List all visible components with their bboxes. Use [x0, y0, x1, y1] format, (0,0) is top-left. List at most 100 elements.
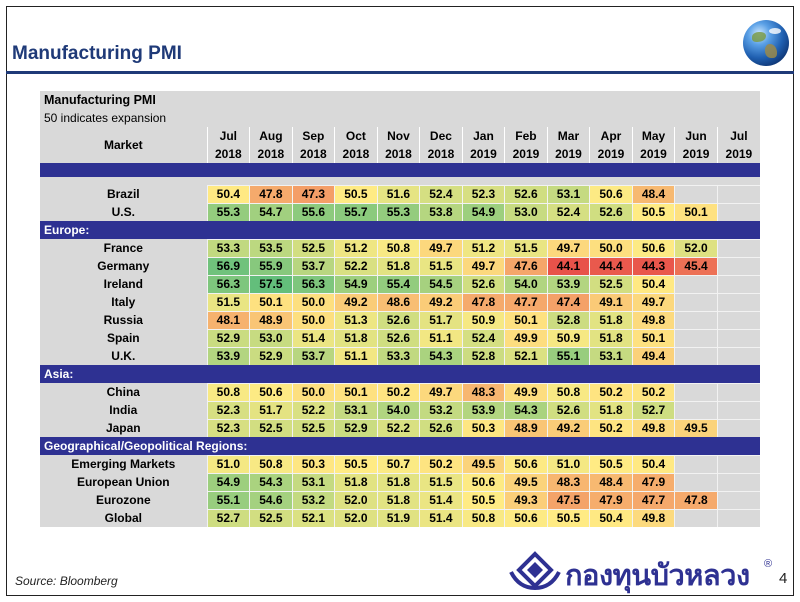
pmi-cell: 50.1 — [334, 382, 378, 401]
pmi-cell: 50.5 — [461, 490, 505, 509]
pmi-cell: 51.5 — [504, 238, 548, 257]
pmi-cell: 50.4 — [631, 454, 675, 473]
table-row: Eurozone 55.1 54.6 53.2 52.0 51.8 51.4 50.5 49.3… — [40, 490, 760, 509]
pmi-cell: 51.8 — [589, 400, 633, 419]
pmi-heatmap-table: Manufacturing PMI 50 indicates expansion M… — [40, 91, 760, 527]
pmi-table-container: Manufacturing PMI 50 indicates expansion M… — [40, 91, 760, 527]
pmi-cell-empty — [716, 238, 760, 257]
pmi-cell: 49.7 — [419, 382, 463, 401]
lotus-logo-icon — [509, 551, 561, 590]
pmi-cell: 50.8 — [376, 238, 420, 257]
pmi-cell: 51.5 — [419, 256, 463, 275]
pmi-cell: 52.4 — [419, 184, 463, 203]
year-header: 2018 — [291, 145, 335, 163]
pmi-cell: 51.8 — [334, 472, 378, 491]
month-header: Jul — [206, 127, 250, 145]
month-header: Jul — [716, 127, 760, 145]
pmi-cell: 52.6 — [589, 202, 633, 221]
pmi-cell: 54.7 — [249, 202, 293, 221]
pmi-cell: 55.4 — [376, 274, 420, 293]
table-subtitle: 50 indicates expansion — [40, 109, 760, 127]
market-label: U.K. — [40, 347, 208, 365]
pmi-cell: 52.5 — [589, 274, 633, 293]
pmi-cell: 51.1 — [334, 346, 378, 365]
table-row: France 53.3 53.5 52.5 51.2 50.8 49.7 51.2 51.5 49… — [40, 238, 760, 257]
section-label: Geographical/Geopolitical Regions: — [40, 437, 760, 455]
pmi-cell: 51.7 — [249, 400, 293, 419]
section-header-row: Geographical/Geopolitical Regions: — [40, 437, 760, 455]
pmi-cell: 48.1 — [206, 310, 250, 329]
year-header: 2019 — [674, 145, 718, 163]
bualuang-logo: กองทุนบัวหลวง ® — [505, 550, 775, 592]
pmi-cell: 47.6 — [504, 256, 548, 275]
pmi-cell: 51.4 — [419, 490, 463, 509]
table-row: Germany 56.9 55.9 53.7 52.2 51.8 51.5 49.7 47.6 4… — [40, 256, 760, 275]
pmi-cell: 52.4 — [546, 202, 590, 221]
logo-registered-mark: ® — [764, 558, 773, 570]
pmi-cell: 52.0 — [674, 238, 718, 257]
pmi-cell: 50.1 — [631, 328, 675, 347]
pmi-cell: 52.8 — [461, 346, 505, 365]
pmi-cell: 52.2 — [291, 400, 335, 419]
pmi-cell-empty — [674, 328, 718, 347]
page-number: 4 — [779, 570, 788, 587]
table-row: European Union 54.9 54.3 53.1 51.8 51.8 51.5 50… — [40, 472, 760, 491]
pmi-cell: 54.0 — [376, 400, 420, 419]
pmi-cell: 54.3 — [249, 472, 293, 491]
pmi-cell: 50.8 — [546, 382, 590, 401]
pmi-cell: 50.4 — [206, 184, 250, 203]
pmi-cell: 52.9 — [334, 418, 378, 437]
pmi-cell: 52.2 — [376, 418, 420, 437]
pmi-cell: 51.8 — [376, 256, 420, 275]
pmi-cell: 55.1 — [546, 346, 590, 365]
pmi-cell: 52.7 — [631, 400, 675, 419]
pmi-cell: 51.2 — [334, 238, 378, 257]
month-header: Mar — [546, 127, 590, 145]
pmi-cell-empty — [674, 310, 718, 329]
pmi-cell: 47.3 — [291, 184, 335, 203]
pmi-cell: 49.7 — [461, 256, 505, 275]
table-row: Emerging Markets 51.0 50.8 50.3 50.5 50.7 50.2… — [40, 454, 760, 473]
pmi-cell: 52.6 — [461, 274, 505, 293]
pmi-cell: 49.2 — [546, 418, 590, 437]
pmi-cell: 52.6 — [376, 328, 420, 347]
pmi-cell-empty — [674, 382, 718, 401]
pmi-cell: 49.5 — [504, 472, 548, 491]
section-header-row: Asia: — [40, 365, 760, 383]
table-title: Manufacturing PMI — [40, 91, 760, 109]
pmi-cell: 56.9 — [206, 256, 250, 275]
pmi-cell: 49.9 — [504, 382, 548, 401]
market-label: Japan — [40, 419, 208, 437]
pmi-cell-empty — [716, 256, 760, 275]
pmi-cell: 52.5 — [291, 418, 335, 437]
pmi-cell: 52.3 — [206, 418, 250, 437]
pmi-cell: 49.7 — [546, 238, 590, 257]
pmi-cell: 52.4 — [461, 328, 505, 347]
month-header: Sep — [291, 127, 335, 145]
pmi-cell: 50.0 — [291, 310, 335, 329]
pmi-cell: 49.5 — [461, 454, 505, 473]
month-header: Nov — [376, 127, 420, 145]
table-row: China 50.8 50.6 50.0 50.1 50.2 49.7 48.3 49.9 50.… — [40, 382, 760, 401]
pmi-cell-empty — [716, 292, 760, 311]
pmi-cell: 54.9 — [206, 472, 250, 491]
pmi-cell: 47.7 — [504, 292, 548, 311]
pmi-cell: 49.9 — [504, 328, 548, 347]
pmi-cell-empty — [674, 346, 718, 365]
pmi-cell: 53.2 — [291, 490, 335, 509]
pmi-cell: 51.5 — [419, 472, 463, 491]
year-header: 2018 — [206, 145, 250, 163]
pmi-cell: 48.4 — [589, 472, 633, 491]
pmi-cell: 49.8 — [631, 418, 675, 437]
pmi-cell: 52.7 — [206, 508, 250, 527]
pmi-cell: 48.3 — [546, 472, 590, 491]
pmi-cell: 52.0 — [334, 490, 378, 509]
pmi-cell: 53.7 — [291, 346, 335, 365]
pmi-cell: 50.5 — [546, 508, 590, 527]
pmi-cell: 53.3 — [376, 346, 420, 365]
table-row: India 52.3 51.7 52.2 53.1 54.0 53.2 53.9 54.3 52.… — [40, 400, 760, 419]
pmi-cell: 50.9 — [461, 310, 505, 329]
pmi-cell-empty — [716, 346, 760, 365]
pmi-cell: 50.2 — [589, 382, 633, 401]
table-row: U.S. 55.3 54.7 55.6 55.7 55.3 53.8 54.9 53.0 52.4… — [40, 202, 760, 221]
